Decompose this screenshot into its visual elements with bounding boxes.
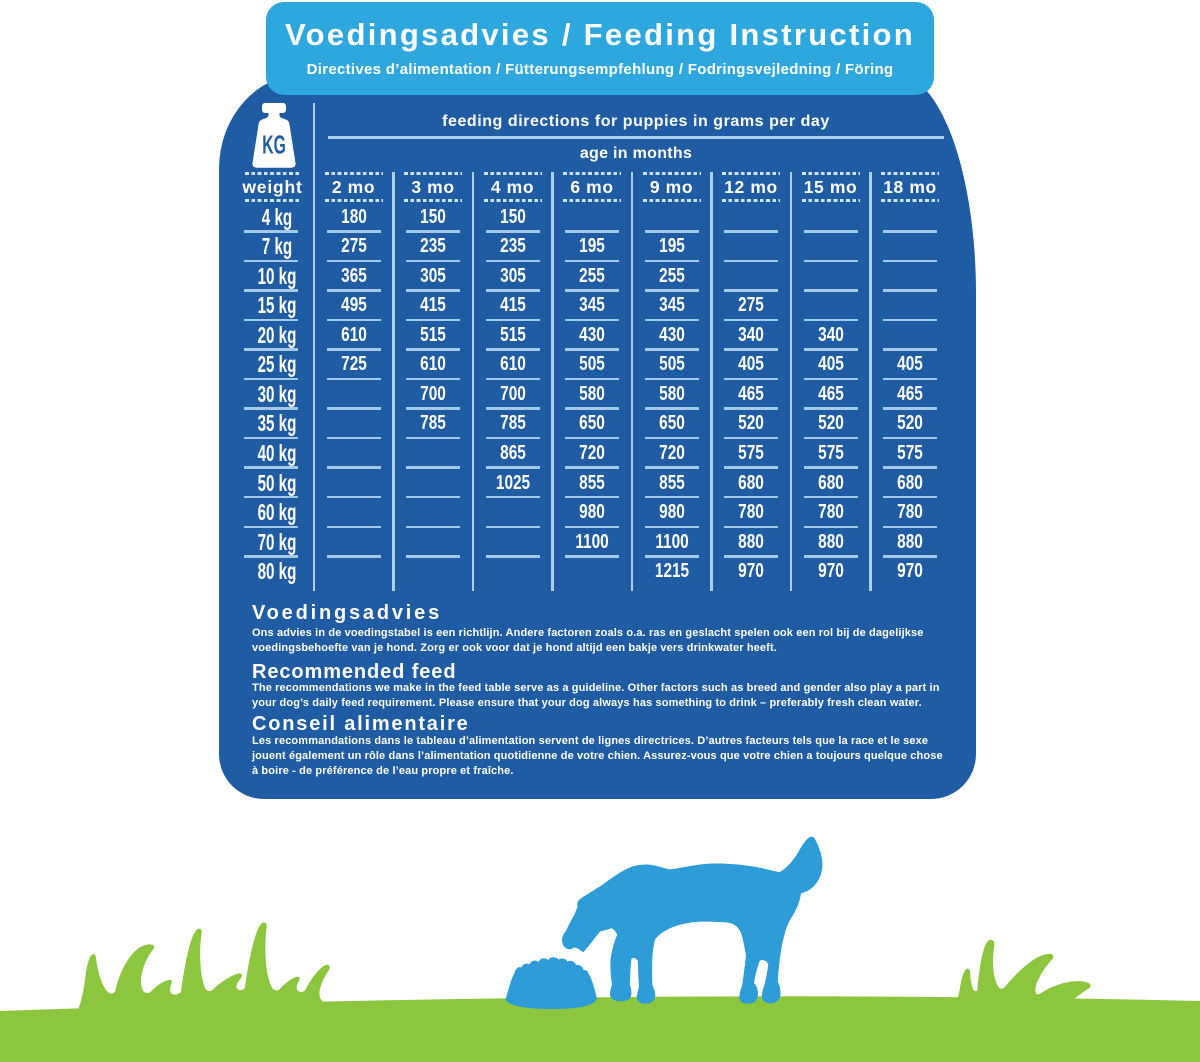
svg-text:KG: KG — [262, 132, 286, 160]
